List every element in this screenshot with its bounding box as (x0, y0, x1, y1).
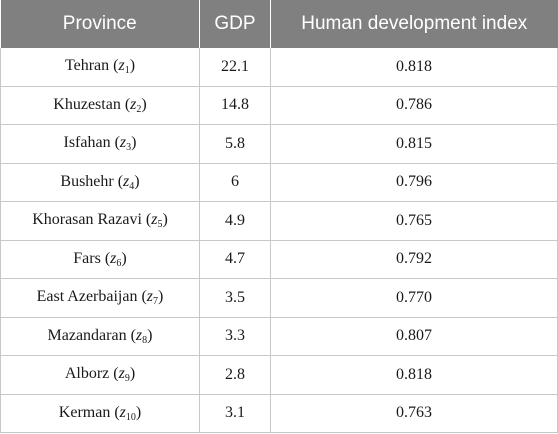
cell-gdp: 3.3 (199, 317, 271, 356)
cell-hdi: 0.818 (270, 48, 558, 87)
province-name: East Azerbaijan (36, 288, 138, 306)
province-name: Tehran (64, 57, 110, 75)
cell-hdi: 0.815 (270, 124, 558, 164)
cell-hdi: 0.763 (270, 394, 558, 433)
variable-z: z4 (123, 172, 135, 192)
variable-index: 7 (153, 296, 159, 308)
cell-hdi: 0.786 (270, 86, 558, 125)
table-row: Khuzestan (z2) 14.8 0.786 (0, 86, 558, 125)
variable-z: z10 (119, 403, 136, 423)
province-name: Khorasan Razavi (32, 211, 142, 229)
variable-z: z3 (119, 134, 132, 154)
variable-index: 8 (142, 334, 148, 346)
cell-hdi: 0.792 (270, 240, 558, 279)
cell-province: Isfahan (z3) (0, 124, 200, 164)
cell-province: Fars (z6) (0, 240, 200, 279)
province-name: Alborz (64, 365, 110, 383)
cell-province: Bushehr (z4) (0, 163, 200, 202)
table-row: Bushehr (z4) 6 0.796 (0, 163, 558, 202)
cell-hdi: 0.818 (270, 355, 558, 395)
cell-province: Khorasan Razavi (z5) (0, 201, 200, 241)
variable-z: z8 (135, 326, 148, 346)
table-row: Tehran (z1) 22.1 0.818 (0, 48, 558, 87)
header-province: Province (0, 0, 200, 48)
cell-gdp: 6 (199, 163, 271, 202)
province-name: Bushehr (60, 172, 114, 190)
variable-z: z1 (118, 57, 130, 77)
header-row: Province GDP Human development index (0, 0, 558, 48)
variable-index: 6 (116, 257, 122, 269)
header-hdi: Human development index (270, 0, 558, 48)
province-name: Fars (73, 249, 101, 267)
cell-gdp: 3.1 (199, 394, 271, 433)
table-row: Isfahan (z3) 5.8 0.815 (0, 124, 558, 164)
province-name: Khuzestan (53, 95, 121, 113)
province-name: Mazandaran (47, 326, 127, 344)
cell-gdp: 3.5 (199, 278, 271, 318)
variable-index: 4 (129, 180, 135, 192)
cell-gdp: 4.7 (199, 240, 271, 279)
table-row: Kerman (z10) 3.1 0.763 (0, 394, 558, 433)
variable-index: 10 (125, 411, 136, 423)
cell-hdi: 0.807 (270, 317, 558, 356)
table-row: Khorasan Razavi (z5) 4.9 0.765 (0, 201, 558, 241)
cell-gdp: 22.1 (199, 48, 271, 87)
table-body: Tehran (z1) 22.1 0.818 Khuzestan (z2) 14.8 0.… (0, 48, 558, 433)
variable-z: z7 (146, 288, 159, 308)
cell-gdp: 4.9 (199, 201, 271, 241)
cell-gdp: 5.8 (199, 124, 271, 164)
variable-z: z2 (130, 95, 142, 115)
variable-index: 5 (157, 219, 163, 231)
variable-index: 2 (136, 103, 142, 115)
cell-province: Khuzestan (z2) (0, 86, 200, 125)
table-row: Fars (z6) 4.7 0.792 (0, 240, 558, 279)
cell-hdi: 0.796 (270, 163, 558, 202)
table-row: Mazandaran (z8) 3.3 0.807 (0, 317, 558, 356)
table-row: East Azerbaijan (z7) 3.5 0.770 (0, 278, 558, 318)
cell-hdi: 0.765 (270, 201, 558, 241)
province-name: Kerman (58, 403, 111, 421)
cell-hdi: 0.770 (270, 278, 558, 318)
variable-index: 1 (124, 65, 130, 77)
cell-gdp: 2.8 (199, 355, 271, 395)
cell-province: Kerman (z10) (0, 394, 200, 433)
province-name: Isfahan (63, 134, 111, 152)
cell-province: Tehran (z1) (0, 48, 200, 87)
table-header: Province GDP Human development index (0, 0, 558, 48)
variable-z: z5 (151, 211, 163, 231)
variable-index: 3 (126, 142, 132, 154)
cell-province: East Azerbaijan (z7) (0, 278, 200, 318)
variable-index: 9 (124, 373, 130, 385)
cell-province: Mazandaran (z8) (0, 317, 200, 356)
cell-province: Alborz (z9) (0, 355, 200, 395)
header-gdp: GDP (199, 0, 271, 48)
variable-z: z6 (110, 249, 122, 269)
variable-z: z9 (118, 365, 130, 385)
cell-gdp: 14.8 (199, 86, 271, 125)
table-row: Alborz (z9) 2.8 0.818 (0, 355, 558, 395)
